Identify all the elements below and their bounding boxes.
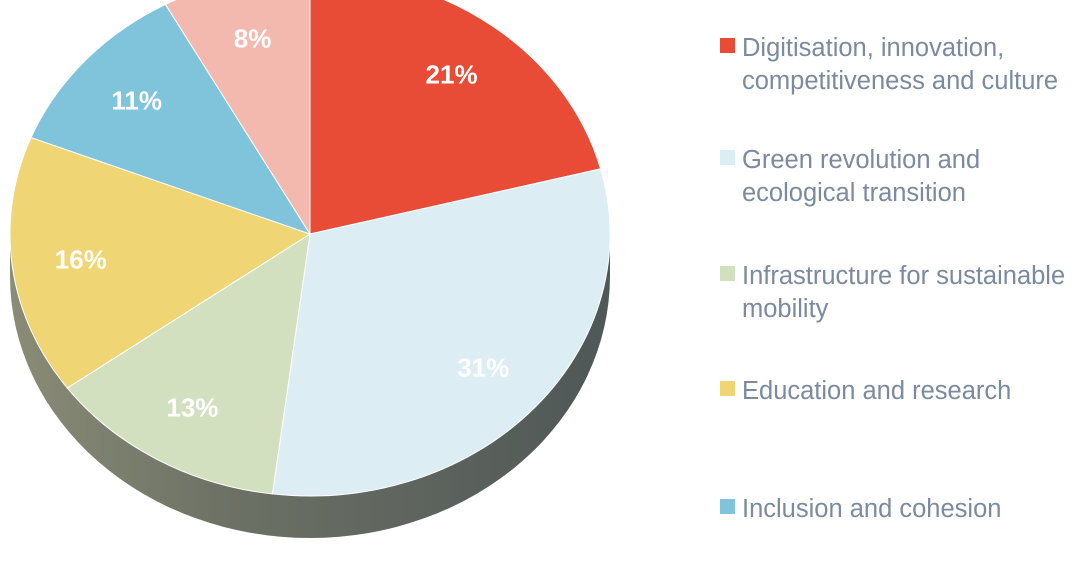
pie-slice-label-5: 8% <box>234 24 272 54</box>
pie-slice-0 <box>309 0 602 235</box>
pie-chart: 21% 31% 13% 16% 11% 8% <box>9 0 611 538</box>
pie-side-depth <box>10 234 610 538</box>
pie-slice-3 <box>9 136 312 389</box>
pie-slices <box>9 0 611 497</box>
legend: Digitisation, innovation, competitivenes… <box>720 0 1075 587</box>
legend-label: Inclusion and cohesion <box>742 495 1002 523</box>
legend-label: Education and research <box>742 377 1012 405</box>
pie-slice-1 <box>271 168 611 497</box>
legend-swatch <box>720 150 735 165</box>
pie-slice-label-2: 13% <box>166 393 218 423</box>
legend-swatch <box>720 381 735 396</box>
pie-slice-label-0: 21% <box>426 60 478 90</box>
legend-swatch <box>720 38 735 53</box>
pie-slice-label-3: 16% <box>55 244 107 274</box>
pie-slice-label-4: 11% <box>111 86 162 116</box>
pie-slice-5 <box>164 0 311 236</box>
pie-side-band <box>10 234 610 538</box>
pie-slice-2 <box>66 232 311 495</box>
legend-swatch <box>720 266 735 281</box>
legend-label: Green revolution and ecological transiti… <box>742 146 981 207</box>
pie-slice-label-1: 31% <box>457 352 509 382</box>
pie-slice-4 <box>30 3 312 235</box>
pie-labels: 21% 31% 13% 16% 11% 8% <box>55 24 510 423</box>
legend-label: Infrastructure for sustainable mobility <box>742 262 1066 323</box>
legend-swatch <box>720 499 735 514</box>
legend-label: Digitisation, innovation, competitivenes… <box>742 34 1059 95</box>
